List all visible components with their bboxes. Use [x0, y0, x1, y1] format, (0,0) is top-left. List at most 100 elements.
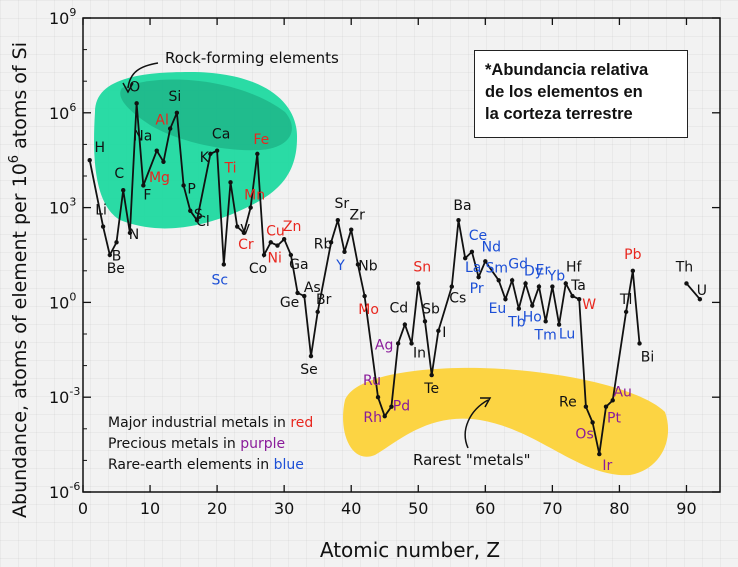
- element-label-sb: Sb: [422, 301, 440, 317]
- element-label-co: Co: [249, 261, 267, 277]
- element-label-sc: Sc: [212, 272, 229, 288]
- element-label-tb: Tb: [507, 315, 526, 331]
- element-label-se: Se: [300, 362, 318, 378]
- element-label-br: Br: [316, 292, 332, 308]
- element-label-ta: Ta: [570, 278, 586, 294]
- data-point-ga: [288, 252, 294, 258]
- element-label-cs: Cs: [449, 291, 466, 307]
- y-tick-label: 10-6: [49, 480, 80, 502]
- data-point-hf: [563, 281, 568, 286]
- x-tick-label: 10: [140, 499, 160, 518]
- data-point-n: [127, 230, 133, 236]
- data-point-c: [121, 188, 126, 193]
- data-point-ho: [530, 303, 535, 308]
- data-point-ir: [597, 451, 602, 457]
- data-point-si: [174, 110, 180, 116]
- data-point-mn: [248, 205, 253, 210]
- data-point-br: [315, 309, 320, 315]
- data-point-ni: [268, 240, 273, 245]
- x-tick-label: 40: [341, 499, 361, 518]
- data-point-s: [188, 208, 193, 213]
- data-point-sb: [422, 319, 428, 324]
- data-point-i: [436, 328, 441, 334]
- data-point-o: [134, 101, 139, 106]
- element-label-eu: Eu: [489, 301, 507, 317]
- data-point-ca: [214, 148, 220, 153]
- rare-region-arrow: [464, 399, 489, 449]
- element-label-sr: Sr: [334, 196, 349, 212]
- data-point-h: [87, 158, 92, 163]
- element-label-al: Al: [155, 113, 168, 129]
- note-box: *Abundancia relativa de los elementos en…: [474, 50, 688, 138]
- element-label-f: F: [143, 187, 151, 203]
- legend-industrial-text: Major industrial metals in: [108, 415, 291, 431]
- rock-region-arrowhead: [122, 82, 134, 94]
- element-label-gd: Gd: [508, 256, 528, 272]
- element-label-ni: Ni: [268, 250, 282, 266]
- x-axis-label: Atomic number, Z: [320, 538, 500, 562]
- data-point-eu: [503, 297, 508, 302]
- element-label-fe: Fe: [253, 132, 269, 148]
- element-label-w: W: [582, 297, 596, 313]
- rare-region-arrowhead: [480, 397, 492, 408]
- data-point-lu: [556, 322, 562, 327]
- data-point-cl: [194, 218, 200, 223]
- data-point-nd: [483, 259, 488, 264]
- data-point-pt: [603, 404, 609, 409]
- x-tick-label: 30: [274, 499, 294, 518]
- element-label-mo: Mo: [358, 302, 379, 318]
- legend-precious-color-word: purple: [240, 436, 286, 452]
- legend-precious-text: Precious metals in: [108, 436, 241, 452]
- rock-region-arrow: [127, 62, 159, 89]
- data-point-zr: [349, 227, 354, 232]
- element-label-cu: Cu: [266, 224, 285, 240]
- element-label-ho: Ho: [523, 310, 542, 326]
- data-point-dy: [523, 281, 528, 286]
- data-point-ru: [375, 395, 381, 400]
- data-point-gd: [509, 278, 515, 283]
- data-point-ge: [295, 290, 300, 296]
- data-point-tl: [623, 309, 629, 315]
- element-label-pt: Pt: [607, 411, 621, 427]
- element-label-re: Re: [559, 395, 577, 411]
- element-label-zn: Zn: [283, 219, 301, 235]
- legend-rare-earth-text: Rare-earth elements in: [108, 457, 274, 473]
- data-point-sn: [416, 281, 421, 286]
- element-label-ti: Ti: [224, 160, 237, 176]
- data-point-er: [536, 284, 542, 289]
- rarest-metals-region: [343, 367, 669, 476]
- element-label-tm: Tm: [534, 327, 557, 343]
- data-point-ta: [570, 293, 575, 299]
- data-point-pb: [630, 268, 636, 273]
- element-label-te: Te: [423, 381, 439, 397]
- data-point-nb: [355, 262, 361, 267]
- x-tick-label: 50: [408, 499, 428, 518]
- element-label-tl: Tl: [619, 292, 632, 308]
- abundance-series: [87, 101, 703, 457]
- element-label-th: Th: [675, 259, 693, 275]
- element-label-ce: Ce: [469, 228, 487, 244]
- element-label-pd: Pd: [393, 399, 410, 415]
- element-label-mn: Mn: [244, 188, 265, 204]
- data-point-se: [308, 353, 314, 359]
- element-label-s: S: [194, 207, 203, 223]
- element-label-na: Na: [133, 129, 152, 145]
- element-label-p: P: [187, 181, 195, 197]
- legend-line-precious: Precious metals in purple: [108, 434, 313, 455]
- legend-industrial-color-word: red: [290, 415, 314, 431]
- element-label-as: As: [304, 280, 321, 296]
- data-point-f: [141, 183, 146, 188]
- x-tick-label: 20: [207, 499, 227, 518]
- data-point-mg: [161, 159, 166, 164]
- element-label-ca: Ca: [212, 127, 230, 143]
- data-point-w: [576, 297, 582, 302]
- element-label-sn: Sn: [413, 259, 431, 275]
- data-point-ag: [395, 341, 401, 346]
- data-point-rh: [382, 413, 387, 419]
- data-point-os: [590, 420, 595, 425]
- element-label-pr: Pr: [470, 281, 484, 297]
- data-point-cr: [241, 230, 247, 236]
- data-point-cu: [275, 243, 280, 248]
- element-label-c: C: [114, 166, 124, 182]
